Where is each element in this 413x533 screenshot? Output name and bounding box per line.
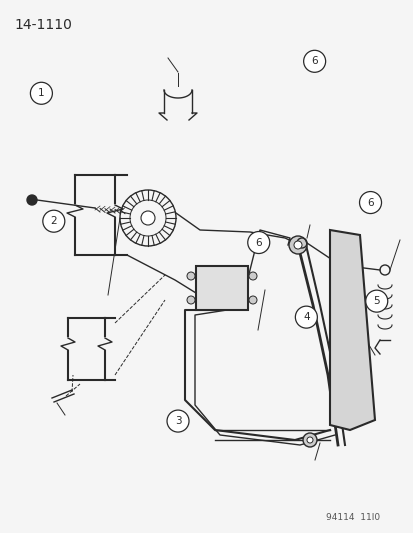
Circle shape <box>303 50 325 72</box>
Circle shape <box>187 296 195 304</box>
Circle shape <box>247 231 269 254</box>
Text: 6: 6 <box>255 238 261 247</box>
Text: 94114  11I0: 94114 11I0 <box>325 513 379 522</box>
Circle shape <box>187 272 195 280</box>
Polygon shape <box>329 230 374 430</box>
Text: 3: 3 <box>174 416 181 426</box>
Circle shape <box>293 241 301 249</box>
Circle shape <box>248 272 256 280</box>
Circle shape <box>248 296 256 304</box>
Text: 2: 2 <box>50 216 57 226</box>
Text: 14-1110: 14-1110 <box>14 18 72 32</box>
Text: 6: 6 <box>366 198 373 207</box>
Circle shape <box>30 82 52 104</box>
Circle shape <box>43 210 65 232</box>
Circle shape <box>365 290 387 312</box>
Circle shape <box>306 437 312 443</box>
Bar <box>195 266 247 310</box>
Circle shape <box>302 433 316 447</box>
Circle shape <box>141 211 154 225</box>
Text: 4: 4 <box>302 312 309 322</box>
Text: 5: 5 <box>373 296 379 306</box>
Circle shape <box>27 195 37 205</box>
Text: 1: 1 <box>38 88 45 98</box>
Text: 6: 6 <box>311 56 317 66</box>
Circle shape <box>288 236 306 254</box>
Circle shape <box>358 191 381 214</box>
Circle shape <box>294 306 317 328</box>
Circle shape <box>166 410 189 432</box>
